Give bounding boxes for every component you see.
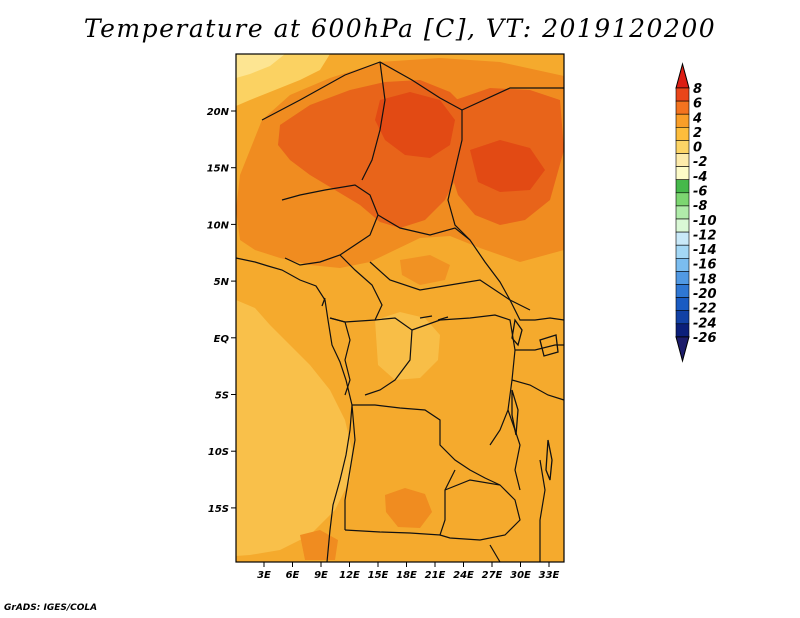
colorbar-swatch — [675, 231, 690, 246]
lat-label: 15N — [207, 164, 230, 175]
colorbar-label: -14 — [693, 243, 717, 258]
colorbar-swatch — [675, 113, 690, 128]
colorbar-swatch — [675, 218, 690, 233]
warm-patch-angola — [385, 488, 432, 528]
colorbar-swatch — [675, 140, 690, 154]
pale-region-congo — [375, 312, 440, 380]
lat-label: 5S — [215, 391, 229, 402]
latitude-axis: 20N 15N 10N 5N EQ 5S 10S 15S — [207, 107, 236, 515]
colorbar-label: 6 — [693, 97, 702, 112]
colorbar-swatch — [675, 153, 690, 167]
lon-label: 30E — [510, 570, 531, 581]
colorbar-swatch — [675, 100, 690, 115]
colorbar-swatch — [675, 244, 690, 259]
colorbar-label: -26 — [693, 331, 717, 346]
hottest-region-sudan — [470, 140, 545, 192]
colorbar-swatch — [675, 179, 690, 194]
colorbar-label: -16 — [693, 258, 717, 273]
colorbar-swatch — [675, 323, 690, 338]
colorbar-swatch — [675, 192, 690, 207]
longitude-axis: 3E 6E 9E 12E 15E 18E 21E 24E 27E 30E 33E — [257, 562, 560, 581]
lon-label: 3E — [257, 570, 271, 581]
colorbar-label: -8 — [693, 199, 707, 214]
colorbar-bottom-arrow — [675, 336, 690, 363]
colorbar-label: 2 — [693, 126, 702, 141]
colorbar-label: -12 — [693, 228, 717, 243]
colorbar-swatch — [675, 310, 690, 325]
colorbar-top-arrow — [675, 62, 690, 89]
colorbar-label: 0 — [693, 141, 702, 156]
lon-label: 12E — [339, 570, 360, 581]
colorbar-label: -24 — [693, 316, 717, 331]
colorbar-label: 8 — [693, 82, 702, 97]
lat-label: 10N — [207, 220, 230, 231]
colorbar-swatch — [675, 205, 690, 220]
paler-region-northwest — [236, 54, 285, 78]
lon-label: 15E — [368, 570, 389, 581]
lat-label: 20N — [207, 107, 230, 118]
colorbar-label: -18 — [693, 272, 717, 287]
colorbar-swatch — [675, 87, 690, 102]
lon-label: 6E — [286, 570, 300, 581]
lat-label: 10S — [208, 447, 229, 458]
colorbar-label: -10 — [693, 214, 717, 229]
country-borders — [235, 61, 565, 563]
colorbar-swatch — [675, 257, 690, 272]
lakes — [321, 297, 559, 481]
colorbar-swatch — [675, 284, 690, 298]
colorbar-label: 4 — [692, 111, 702, 126]
map-frame — [235, 53, 565, 563]
lon-label: 21E — [425, 570, 446, 581]
warm-patch-southwest — [300, 530, 338, 560]
lat-label: EQ — [214, 334, 230, 345]
map-title: Temperature at 600hPa [C], VT: 201912020… — [83, 14, 717, 43]
lon-label: 9E — [314, 570, 328, 581]
map-panel — [235, 53, 565, 563]
colorbar-label: -20 — [693, 287, 717, 302]
lat-label: 15S — [208, 504, 229, 515]
pale-region-atlantic — [236, 300, 352, 556]
lon-label: 18E — [396, 570, 417, 581]
credit-text: GrADS: IGES/COLA — [4, 603, 98, 613]
colorbar-swatch — [675, 166, 690, 181]
colorbar-label: -6 — [693, 184, 707, 199]
lon-label: 27E — [482, 570, 503, 581]
warm-patch-central — [400, 255, 450, 285]
colorbar-swatch — [675, 271, 690, 285]
colorbar-label: -4 — [693, 170, 707, 185]
lon-label: 33E — [539, 570, 560, 581]
colorbar-swatch — [675, 127, 690, 141]
colorbar-swatch — [675, 297, 690, 312]
hottest-region-niger — [375, 92, 455, 158]
colorbar-label: -22 — [693, 302, 717, 317]
lat-label: 5N — [214, 277, 230, 288]
colorbar-label: -2 — [693, 155, 707, 170]
lon-label: 24E — [453, 570, 474, 581]
